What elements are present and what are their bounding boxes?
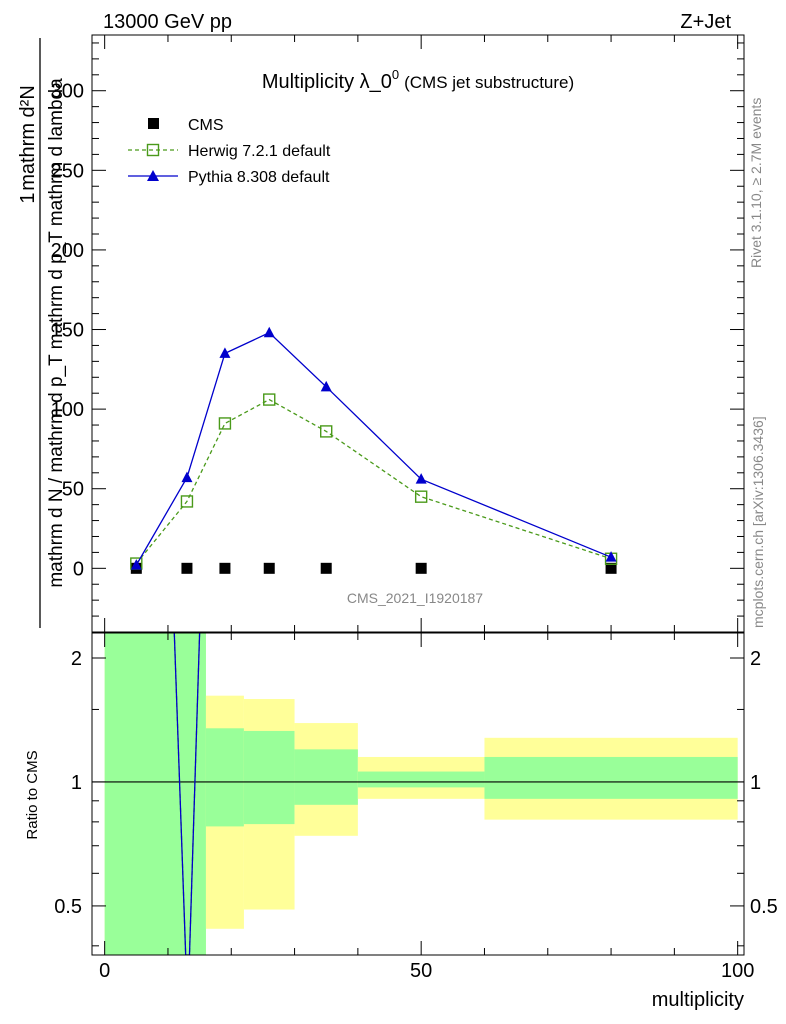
ratio-band-green [294, 749, 358, 805]
chart-title-group: Multiplicity λ_00 (CMS jet substructure) [262, 67, 574, 93]
data-point-pythia [263, 326, 275, 338]
chart-title-superscript: 0 [392, 67, 399, 82]
data-point-pythia [130, 559, 142, 570]
ratio-bands-layer [92, 633, 744, 955]
data-point-cms [263, 562, 275, 574]
main-y-tick-label: 150 [51, 320, 84, 342]
series-line-2 [135, 331, 612, 566]
mcplots-label: mcplots.cern.ch [arXiv:1306.3436] [750, 416, 766, 628]
x-tick-label: 50 [410, 960, 432, 982]
y-label-num: 1 [17, 192, 39, 203]
data-point-herwig [414, 490, 428, 503]
main-y-tick-label: 250 [51, 160, 84, 182]
series-line-1 [135, 398, 612, 564]
ratio-y-tick-label-right: 1 [750, 772, 761, 794]
ratio-panel: 0.5 0.5 1 1 2 2 0 50 100 Ratio to CMS multiplici… [24, 632, 778, 1011]
ratio-y-tick-label: 1 [71, 772, 82, 794]
data-point-cms [320, 562, 332, 574]
data-point-herwig [218, 417, 232, 430]
data-point-cms [181, 562, 193, 574]
legend-herwig-label: Herwig 7.2.1 default [188, 143, 331, 160]
ratio-band-green [357, 771, 485, 788]
main-y-tick-label: 50 [62, 479, 84, 501]
legend: CMS Herwig 7.2.1 default Pythia 8.308 de… [128, 117, 331, 186]
data-point-pythia [181, 471, 193, 483]
ratio-band-green [484, 756, 738, 799]
data-point-herwig [180, 495, 194, 508]
process-label: Z+Jet [680, 11, 731, 33]
main-y-tick-label: 300 [51, 81, 84, 103]
main-frame [91, 34, 745, 633]
data-point-pythia [219, 347, 231, 358]
ratio-series-layer [173, 633, 201, 955]
ratio-band-green [243, 730, 295, 825]
ratio-series-line-1 [173, 633, 201, 955]
legend-pythia-marker [147, 170, 159, 181]
data-point-cms [415, 562, 427, 574]
main-y-axis: 0 50 100 150 200 250 300 [51, 35, 744, 632]
data-point-herwig [320, 425, 333, 438]
rivet-label: Rivet 3.1.10, ≥ 2.7M events [748, 98, 764, 268]
chart-subtitle: (CMS jet substructure) [404, 73, 574, 92]
ratio-y-label: Ratio to CMS [24, 750, 41, 839]
legend-cms-marker [148, 118, 159, 129]
main-y-tick-label: 100 [51, 399, 84, 421]
main-series-layer [130, 326, 618, 574]
ratio-band-green [104, 633, 206, 955]
chart-title: Multiplicity λ_0 [262, 71, 392, 93]
ratio-axes: 0.5 0.5 1 1 2 2 0 50 100 [54, 633, 778, 982]
x-tick-label: 100 [721, 960, 754, 982]
ratio-y-tick-label-right: 2 [750, 648, 761, 670]
main-y-tick-label: 200 [51, 240, 84, 262]
ratio-y-tick-label: 0.5 [54, 896, 82, 918]
legend-cms-label: CMS [188, 117, 224, 134]
data-point-pythia [605, 551, 617, 562]
main-y-tick-label: 0 [73, 558, 84, 580]
legend-herwig-marker [146, 143, 160, 157]
energy-label: 13000 GeV pp [103, 11, 232, 33]
x-axis-label: multiplicity [652, 989, 744, 1011]
data-point-cms [605, 562, 617, 574]
x-tick-label: 0 [99, 960, 110, 982]
data-point-pythia [415, 473, 427, 484]
ratio-y-tick-label-right: 0.5 [750, 896, 778, 918]
ratio-y-tick-label: 2 [71, 648, 82, 670]
ratio-frame [91, 632, 745, 956]
data-point-cms [219, 562, 231, 574]
data-point-pythia [320, 380, 332, 392]
main-y-axis-label: 1 mathrm d²N mathrm d N / mathrm d p_T m… [17, 38, 67, 628]
legend-pythia-label: Pythia 8.308 default [188, 169, 330, 186]
ratio-band-green [205, 728, 244, 827]
y-label-den: mathrm d N / mathrm d p_T mathrm d p_T m… [46, 78, 67, 588]
data-point-herwig [263, 393, 276, 406]
analysis-label: CMS_2021_I1920187 [347, 590, 483, 606]
y-label-num2: mathrm d²N [17, 85, 39, 191]
